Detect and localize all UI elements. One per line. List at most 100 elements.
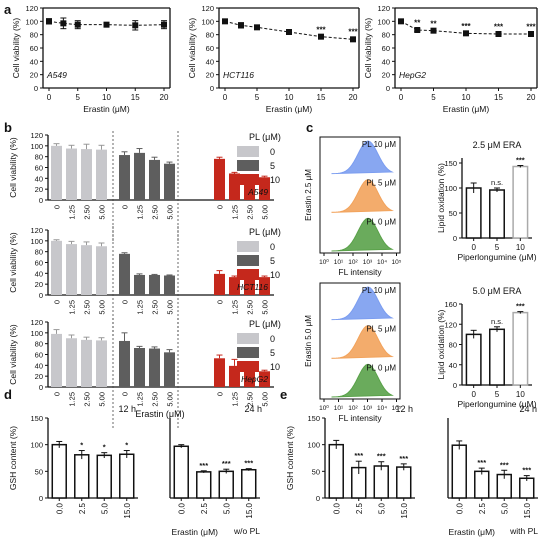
c4-ytick-label: 160 — [444, 300, 457, 309]
b2-bar — [134, 274, 145, 295]
b2-bar — [96, 246, 107, 295]
d2-bar — [173, 445, 189, 499]
c3-xtick-label: 10⁴ — [377, 405, 387, 412]
b1-cell-label: A549 — [247, 187, 268, 197]
e1-bar — [373, 465, 389, 499]
a2-point — [238, 22, 244, 29]
c4-ytick-label: 120 — [444, 320, 457, 329]
a2-trend-line — [224, 20, 354, 40]
a3-ytick-label: 20 — [382, 71, 390, 80]
d1-significance: * — [80, 441, 83, 450]
a1-ytick-label: 80 — [30, 31, 38, 40]
d1-category-label: 5.0 — [100, 502, 109, 514]
c4-ytick-label: 80 — [449, 341, 457, 350]
a1-point — [103, 21, 110, 28]
b3-category-label: 5.00 — [98, 392, 107, 407]
b1-legend-label: 0 — [270, 147, 275, 157]
e1-title: 12 h — [395, 404, 413, 414]
e1-bar — [328, 443, 344, 499]
b2-legend-title: PL (μM) — [249, 227, 281, 237]
c3-xtick-label: 10⁰ — [319, 404, 329, 412]
b2-category-label: 1.25 — [231, 300, 240, 315]
b1-bar — [259, 177, 270, 200]
d2-note: w/o PL — [233, 526, 260, 536]
c2-ytick-label: 150 — [444, 159, 457, 168]
a2-ytick-label: 80 — [206, 31, 214, 40]
a3-cell-label: HepG2 — [399, 70, 426, 80]
c4-bar — [489, 328, 505, 386]
a3-point — [495, 31, 502, 37]
a2-ytick-label: 0 — [210, 84, 214, 93]
b2-bar — [119, 253, 130, 295]
d1-ytick-label: 150 — [30, 414, 43, 423]
b3-legend-label: 10 — [270, 362, 280, 372]
a2-significance: *** — [348, 27, 358, 36]
c1-histogram — [331, 140, 394, 175]
b3-category-label: 5.00 — [166, 392, 175, 407]
b3-bar — [81, 339, 92, 387]
b3-bar — [259, 371, 270, 387]
a1-xtick-label: 0 — [47, 93, 52, 102]
c4-ylabel: Lipid oxidation (%) — [436, 309, 446, 379]
c2-bar — [489, 189, 505, 239]
c3-xlabel: FL intensity — [338, 413, 382, 423]
e2-category-label: 2.5 — [478, 502, 487, 514]
a3-ytick-label: 80 — [382, 31, 390, 40]
e1-significance: *** — [377, 452, 386, 461]
c4-ytick-label: 40 — [449, 361, 457, 370]
b3-ytick-label: 40 — [35, 361, 43, 370]
b3-bar — [134, 348, 145, 387]
b1-category-label: 2.50 — [83, 205, 92, 220]
b3-ytick-label: 0 — [39, 383, 43, 392]
a3-point — [430, 27, 437, 34]
d1-significance: * — [103, 443, 106, 452]
d2-significance: *** — [244, 459, 253, 468]
d1-bar — [51, 443, 67, 499]
d1-significance: * — [125, 441, 128, 450]
b3-bar — [214, 358, 225, 387]
b2-category-label: 2.50 — [246, 300, 255, 315]
c1-xtick-label: 10⁴ — [377, 259, 387, 266]
e1-category-label: 2.5 — [355, 502, 364, 514]
b2-ytick-label: 40 — [35, 269, 43, 278]
a2-xtick-label: 5 — [255, 93, 260, 102]
c4-xlabel: Piperlongumine (μM) — [457, 399, 536, 409]
e2-title: 24 h — [519, 404, 537, 414]
d1-bar — [74, 454, 90, 499]
b2-legend-swatch — [237, 269, 259, 280]
a1-ytick-label: 60 — [30, 44, 38, 53]
e1-ytick-label: 0 — [316, 494, 320, 503]
c4-category-label: 10 — [516, 390, 525, 399]
b2-ylabel: Cell viability (%) — [8, 232, 18, 293]
b3-bar — [244, 370, 255, 387]
c2-ytick-label: 50 — [449, 209, 457, 218]
e1-bar — [396, 466, 412, 499]
e1-ytick-label: 50 — [312, 467, 320, 476]
b1-bar — [96, 149, 107, 200]
d1-title: 12 h — [118, 404, 136, 414]
a2-xtick-label: 0 — [223, 93, 228, 102]
b1-ytick-label: 0 — [39, 196, 43, 205]
a1-ytick-label: 0 — [34, 84, 38, 93]
b3-bar — [66, 338, 77, 387]
b1-bar — [119, 155, 130, 200]
b3-ytick-label: 20 — [35, 372, 43, 381]
c4-title: 5.0 μM ERA — [473, 286, 522, 296]
a3-xlabel: Erastin (μM) — [443, 104, 490, 114]
b3-category-label: 2.50 — [83, 392, 92, 407]
b3-category-label: 2.50 — [151, 392, 160, 407]
a1-xtick-label: 10 — [102, 93, 111, 102]
d-shared-xlabel: Erastin (μM) — [172, 527, 219, 537]
e2-bar — [474, 470, 490, 499]
d2-significance: *** — [222, 459, 231, 468]
c1-histogram — [331, 179, 394, 213]
d1-ytick-label: 100 — [30, 441, 43, 450]
b1-category-label: 2.50 — [246, 205, 255, 220]
b1-legend-swatch — [237, 160, 259, 171]
b1-category-label: 1.25 — [136, 205, 145, 220]
e-shared-xlabel: Erastin (μM) — [449, 527, 496, 537]
a2-ytick-label: 120 — [201, 4, 214, 13]
b2-category-label: 5.00 — [98, 300, 107, 315]
c3-ylabel: Erastin 5.0 μM — [304, 315, 313, 367]
